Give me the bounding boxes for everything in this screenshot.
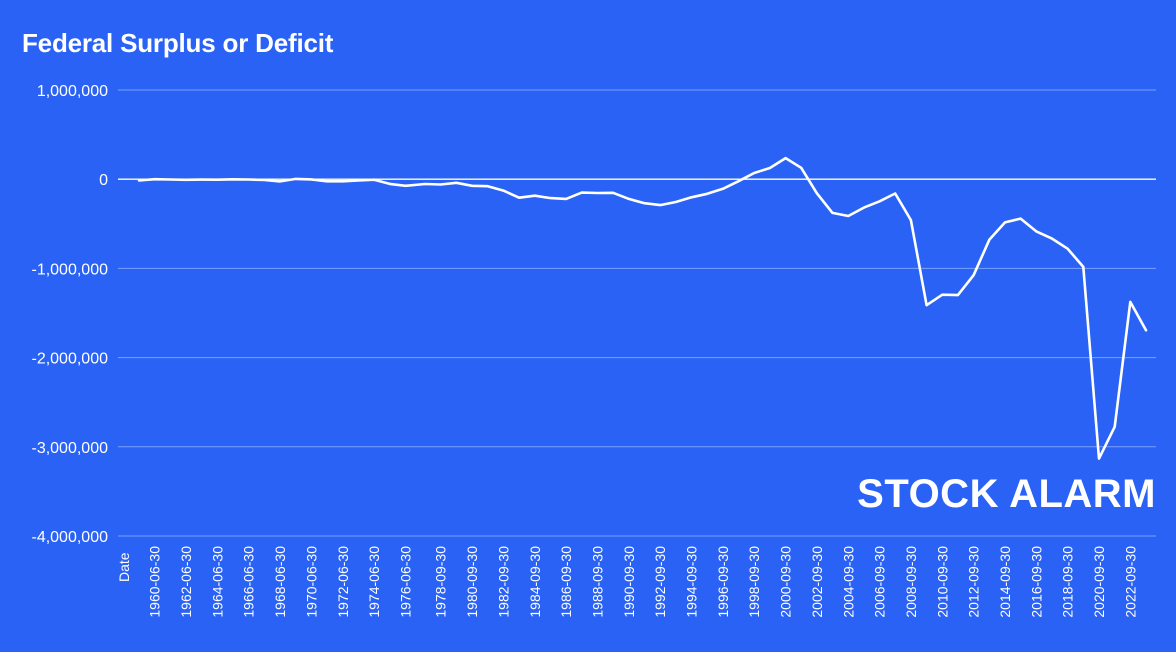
y-axis-ticks: 1,000,000 0 -1,000,000 -2,000,000 -3,000,000… [31, 83, 108, 546]
chart-title: Federal Surplus or Deficit [22, 28, 334, 58]
x-tick-label: 1974-06-30 [366, 546, 382, 618]
x-tick-label: 2010-09-30 [934, 546, 950, 618]
x-tick-label: 1988-09-30 [589, 546, 605, 618]
x-tick-label: 1992-09-30 [652, 546, 668, 618]
x-tick-label: 1962-06-30 [178, 546, 194, 618]
x-tick-label: 1968-06-30 [272, 546, 288, 618]
stock-alarm-logo: STOCK ALARM [857, 472, 1156, 516]
x-tick-label: 2018-09-30 [1060, 546, 1076, 618]
x-tick-label: 1998-09-30 [746, 546, 762, 618]
x-tick-label: 1970-06-30 [303, 546, 319, 618]
y-tick-label: -3,000,000 [31, 440, 108, 457]
x-tick-label: 2016-09-30 [1028, 546, 1044, 618]
y-tick-label: -4,000,000 [31, 529, 108, 546]
y-tick-label: -1,000,000 [31, 261, 108, 278]
x-tick-label: 2004-09-30 [840, 546, 856, 618]
y-tick-label: -2,000,000 [31, 351, 108, 368]
x-tick-label: 1966-06-30 [241, 546, 257, 618]
y-tick-label: 1,000,000 [37, 83, 108, 100]
x-tick-label: 2000-09-30 [778, 546, 794, 618]
x-tick-label: 1986-09-30 [558, 546, 574, 618]
x-tick-label: 1996-09-30 [715, 546, 731, 618]
y-tick-label: 0 [99, 172, 108, 189]
x-tick-label: 2002-09-30 [809, 546, 825, 618]
x-tick-label: 1964-06-30 [209, 546, 225, 618]
x-tick-label: 1984-09-30 [527, 546, 543, 618]
x-tick-label: 2014-09-30 [997, 546, 1013, 618]
x-tick-label: 1960-06-30 [147, 546, 163, 618]
x-tick-label: 1980-09-30 [464, 546, 480, 618]
gridlines [118, 89, 1156, 537]
series-line [137, 156, 1148, 460]
x-tick-label: 1976-06-30 [397, 546, 413, 618]
x-tick-label: 2020-09-30 [1091, 546, 1107, 618]
x-axis-ticks: 1960-06-30 1962-06-30 1964-06-30 1966-06-30… [147, 546, 1139, 618]
x-tick-label: 1994-09-30 [684, 546, 700, 618]
x-tick-label: 2006-09-30 [872, 546, 888, 618]
x-tick-label: 2008-09-30 [903, 546, 919, 618]
x-axis-label: Date [116, 552, 132, 582]
x-tick-label: 2012-09-30 [966, 546, 982, 618]
x-tick-label: 1982-09-30 [495, 546, 511, 618]
x-tick-label: 1990-09-30 [621, 546, 637, 618]
x-tick-label: 2022-09-30 [1122, 546, 1138, 618]
x-tick-label: 1978-09-30 [433, 546, 449, 618]
series-layer [137, 156, 1148, 460]
x-tick-label: 1972-06-30 [335, 546, 351, 618]
